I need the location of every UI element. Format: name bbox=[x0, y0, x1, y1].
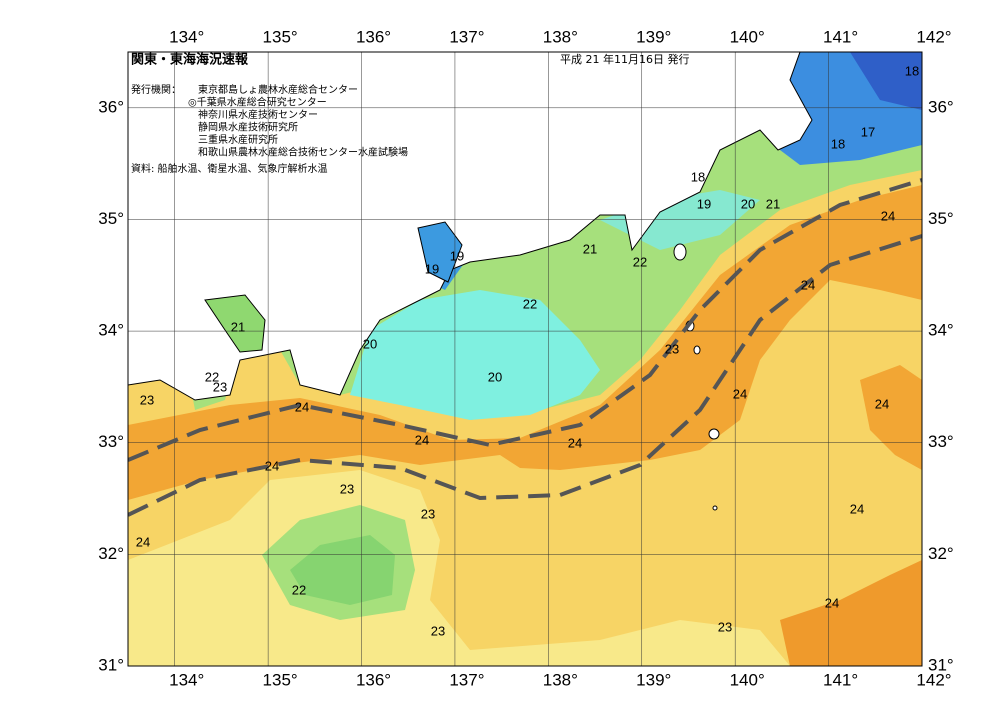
contour-label: 24 bbox=[295, 399, 309, 414]
sea-24-band bbox=[128, 185, 922, 500]
island bbox=[673, 243, 687, 261]
lat-label-left: 34° bbox=[98, 321, 124, 340]
contour-label: 17 bbox=[861, 124, 875, 139]
sea-darkblue bbox=[850, 52, 922, 110]
contour-label: 21 bbox=[766, 196, 780, 211]
island bbox=[712, 505, 718, 511]
issuer-heading: 発行機関： bbox=[131, 83, 181, 96]
contour-label: 24 bbox=[850, 501, 864, 516]
issuer: 神奈川県水産技術センター bbox=[198, 108, 318, 121]
land bbox=[128, 52, 813, 401]
contour-label: 24 bbox=[825, 595, 839, 610]
contour-label: 21 bbox=[583, 241, 597, 256]
contour-label: 24 bbox=[881, 208, 895, 223]
labels: 東京都島しょ農林水産総合センター◎千葉県水産総合研究センター神奈川県水産技術セン… bbox=[98, 27, 953, 689]
lat-label-right: 35° bbox=[928, 209, 954, 228]
contour-label: 24 bbox=[733, 386, 747, 401]
lat-label-left: 32° bbox=[98, 544, 124, 563]
lat-label-left: 33° bbox=[98, 432, 124, 451]
contour-label: 18 bbox=[905, 63, 919, 78]
island bbox=[693, 345, 701, 355]
contour-label: 19 bbox=[425, 261, 439, 276]
contour-label: 19 bbox=[450, 248, 464, 263]
lon-label-top: 135° bbox=[263, 27, 298, 46]
contour-label: 23 bbox=[665, 341, 679, 356]
kuroshio-north-edge bbox=[128, 178, 922, 462]
lon-label-top: 136° bbox=[356, 27, 391, 46]
sources: 資料: 船舶水温、衛星水温、気象庁解析水温 bbox=[131, 162, 328, 175]
contour-label: 20 bbox=[741, 196, 755, 211]
lat-label-right: 36° bbox=[928, 97, 954, 116]
kuroshio-axis bbox=[128, 178, 922, 517]
contour-label: 23 bbox=[718, 619, 732, 634]
sea-24-east bbox=[860, 365, 922, 470]
lat-label-left: 36° bbox=[98, 97, 124, 116]
contour-label: 24 bbox=[801, 277, 815, 292]
osaka-bay bbox=[204, 294, 266, 353]
lon-label-bottom: 142° bbox=[916, 670, 951, 689]
contour-label: 19 bbox=[697, 196, 711, 211]
contour-label: 23 bbox=[421, 506, 435, 521]
contour-label: 24 bbox=[875, 396, 889, 411]
issuer: 和歌山県農林水産総合技術センター水産試験場 bbox=[198, 146, 408, 159]
lon-label-bottom: 141° bbox=[823, 670, 858, 689]
contour-label: 24 bbox=[415, 432, 429, 447]
lon-label-bottom: 134° bbox=[169, 670, 204, 689]
lat-label-left: 31° bbox=[98, 655, 124, 674]
contour-label: 23 bbox=[140, 392, 154, 407]
map-area bbox=[128, 52, 922, 666]
contour-label: 22 bbox=[205, 369, 219, 384]
lon-label-bottom: 136° bbox=[356, 670, 391, 689]
contour-label: 24 bbox=[265, 458, 279, 473]
lon-label-bottom: 140° bbox=[730, 670, 765, 689]
issuer: 静岡県水産技術研究所 bbox=[198, 121, 298, 134]
issuer: ◎千葉県水産総合研究センター bbox=[188, 96, 327, 109]
contour-label: 23 bbox=[340, 481, 354, 496]
lon-label-top: 138° bbox=[543, 27, 578, 46]
contour-label: 24 bbox=[136, 534, 150, 549]
contour-label: 18 bbox=[691, 169, 705, 184]
sea-cyan bbox=[350, 290, 600, 420]
contour-label: 22 bbox=[292, 582, 306, 597]
map-frame bbox=[127, 51, 923, 667]
lon-label-top: 139° bbox=[636, 27, 671, 46]
graticule bbox=[128, 52, 922, 666]
sea-21-patch bbox=[290, 535, 395, 605]
contour-label: 24 bbox=[568, 435, 582, 450]
contour-label: 23 bbox=[213, 379, 227, 394]
lon-label-top: 137° bbox=[449, 27, 484, 46]
lon-label-top: 142° bbox=[916, 27, 951, 46]
kuroshio-south-edge bbox=[128, 234, 922, 517]
title: 関東・東海海況速報 bbox=[131, 52, 249, 68]
lat-label-right: 34° bbox=[928, 321, 954, 340]
lon-label-bottom: 137° bbox=[449, 670, 484, 689]
lat-label-left: 35° bbox=[98, 209, 124, 228]
contour-label: 22 bbox=[633, 254, 647, 269]
issue-date: 平成 21 年11月16日 発行 bbox=[560, 52, 689, 66]
contour-label: 21 bbox=[231, 319, 245, 334]
island bbox=[708, 428, 720, 440]
lon-label-top: 140° bbox=[730, 27, 765, 46]
lon-label-bottom: 139° bbox=[636, 670, 671, 689]
lat-label-right: 33° bbox=[928, 432, 954, 451]
contour-label: 22 bbox=[523, 296, 537, 311]
contour-label: 23 bbox=[431, 623, 445, 638]
contour-label: 18 bbox=[831, 136, 845, 151]
sea-24-southeast bbox=[780, 560, 922, 666]
lon-label-top: 141° bbox=[823, 27, 858, 46]
lon-label-top: 134° bbox=[169, 27, 204, 46]
contour-label: 20 bbox=[488, 369, 502, 384]
sea-warm-south bbox=[128, 470, 790, 666]
lon-label-bottom: 138° bbox=[543, 670, 578, 689]
lon-label-bottom: 135° bbox=[263, 670, 298, 689]
issuer: 三重県水産研究所 bbox=[198, 133, 278, 146]
lat-label-right: 32° bbox=[928, 544, 954, 563]
issuer: 東京都島しょ農林水産総合センター bbox=[198, 83, 358, 96]
contour-label: 20 bbox=[363, 336, 377, 351]
lat-label-right: 31° bbox=[928, 655, 954, 674]
